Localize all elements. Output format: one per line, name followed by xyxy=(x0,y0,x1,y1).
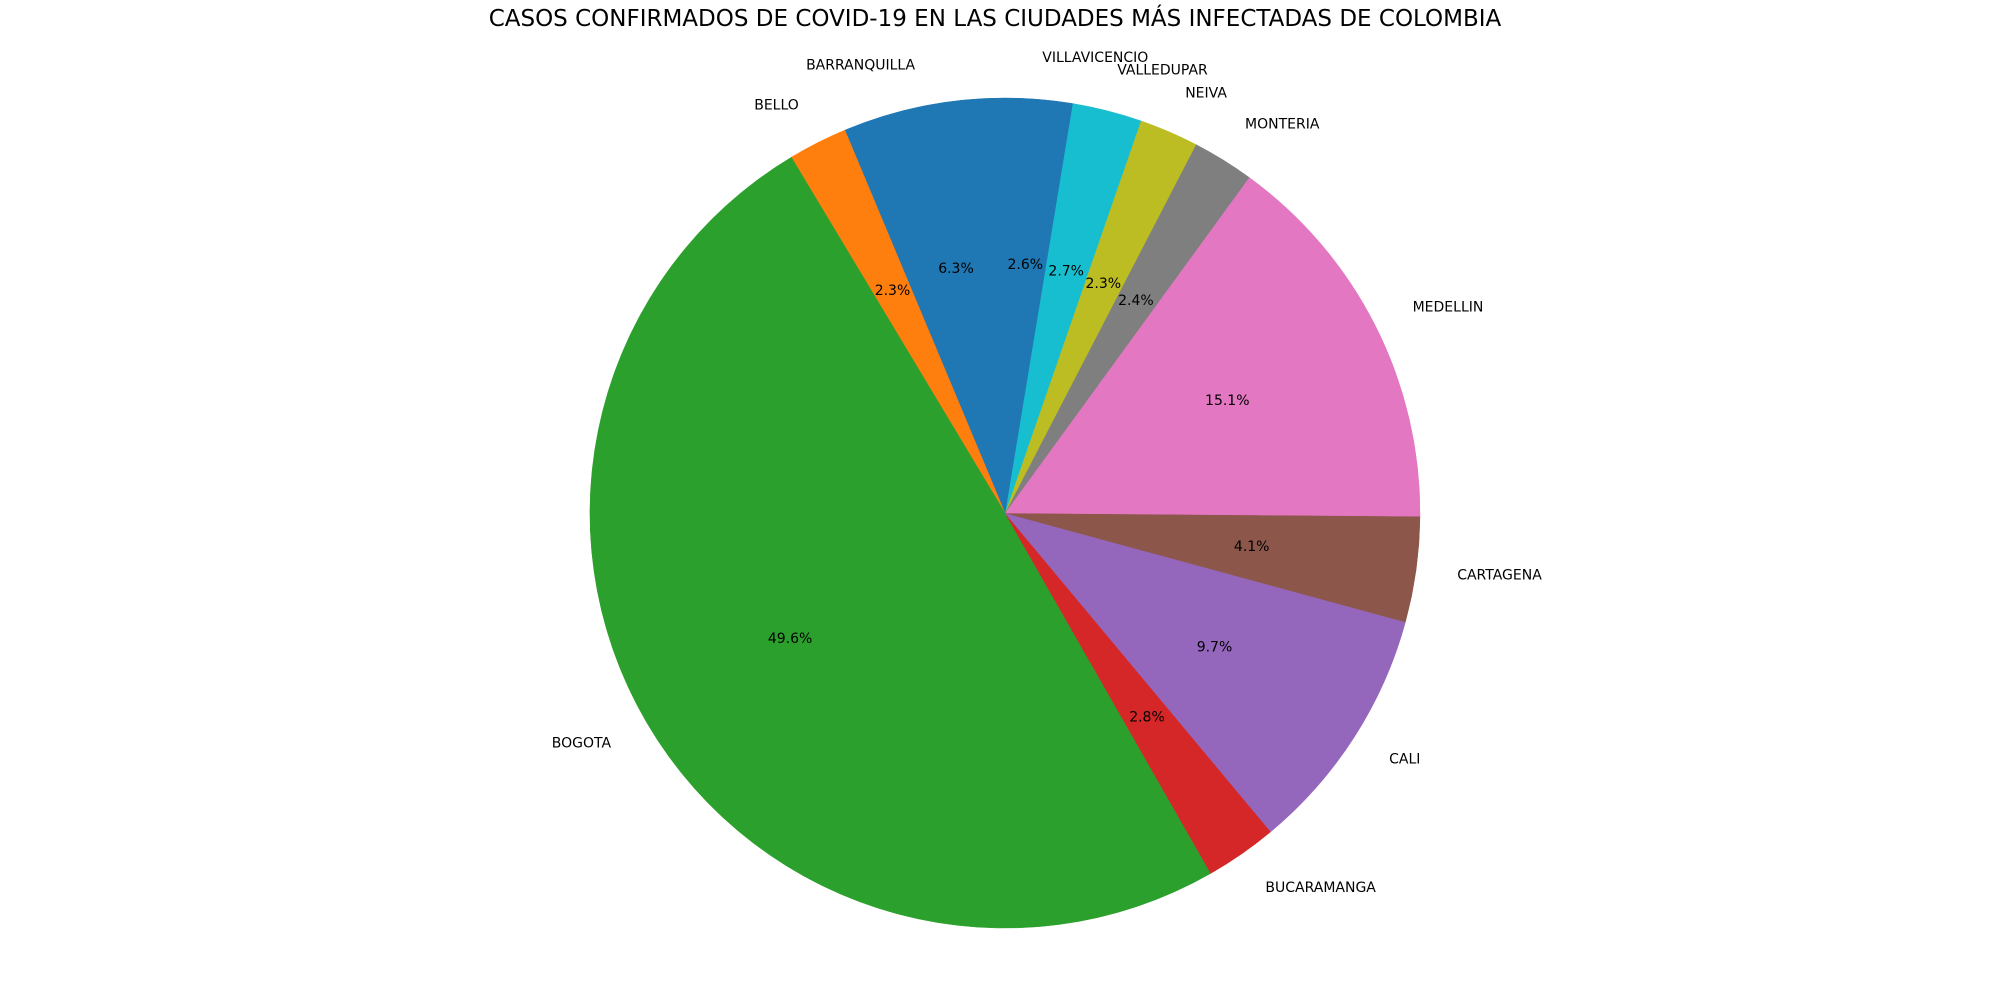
slice-percent-cali: 9.7% xyxy=(1197,640,1233,656)
pie-slices xyxy=(589,97,1421,929)
pie-slice-medellin xyxy=(1004,177,1421,517)
slice-label-bucaramanga: BUCARAMANGA xyxy=(1265,880,1376,896)
slice-label-cartagena: CARTAGENA xyxy=(1457,567,1542,583)
pie-slice-bogota xyxy=(589,156,1212,929)
slice-percent-bello: 2.3% xyxy=(875,283,911,299)
slice-percent-valledupar: 2.7% xyxy=(1048,264,1084,280)
slice-percent-cartagena: 4.1% xyxy=(1234,539,1270,555)
slice-percent-neiva: 2.3% xyxy=(1086,276,1122,292)
slice-label-cali: CALI xyxy=(1389,752,1420,768)
slice-label-medellin: MEDELLIN xyxy=(1413,300,1484,316)
pie-slice-barranquilla xyxy=(844,97,1006,514)
slice-label-monteria: MONTERIA xyxy=(1245,117,1320,133)
slice-percent-medellin: 15.1% xyxy=(1205,393,1249,409)
slice-label-neiva: NEIVA xyxy=(1185,86,1227,102)
slice-percent-barranquilla: 6.3% xyxy=(938,261,974,277)
slice-percent-bucaramanga: 2.8% xyxy=(1129,710,1165,726)
slice-percent-monteria: 2.4% xyxy=(1118,293,1154,309)
slice-label-bogota: BOGOTA xyxy=(552,736,612,752)
chart-title: CASOS CONFIRMADOS DE COVID-19 EN LAS CIU… xyxy=(489,4,1502,32)
slice-percent-bogota: 49.6% xyxy=(768,631,812,647)
pie-labels: BARRANQUILLA 6.3% BELLO 2.3% BOGOTA 49.6% BUCA… xyxy=(552,50,1542,896)
slice-label-barranquilla: BARRANQUILLA xyxy=(806,57,915,73)
pie-slice-cali xyxy=(1004,512,1406,833)
slice-percent-villavicencio: 2.6% xyxy=(1008,257,1044,273)
pie-slice-villavicencio xyxy=(1004,97,1073,514)
slice-label-bello: BELLO xyxy=(754,98,799,114)
slice-label-valledupar: VALLEDUPAR xyxy=(1117,63,1208,79)
slice-label-villavicencio: VILLAVICENCIO xyxy=(1042,50,1148,66)
